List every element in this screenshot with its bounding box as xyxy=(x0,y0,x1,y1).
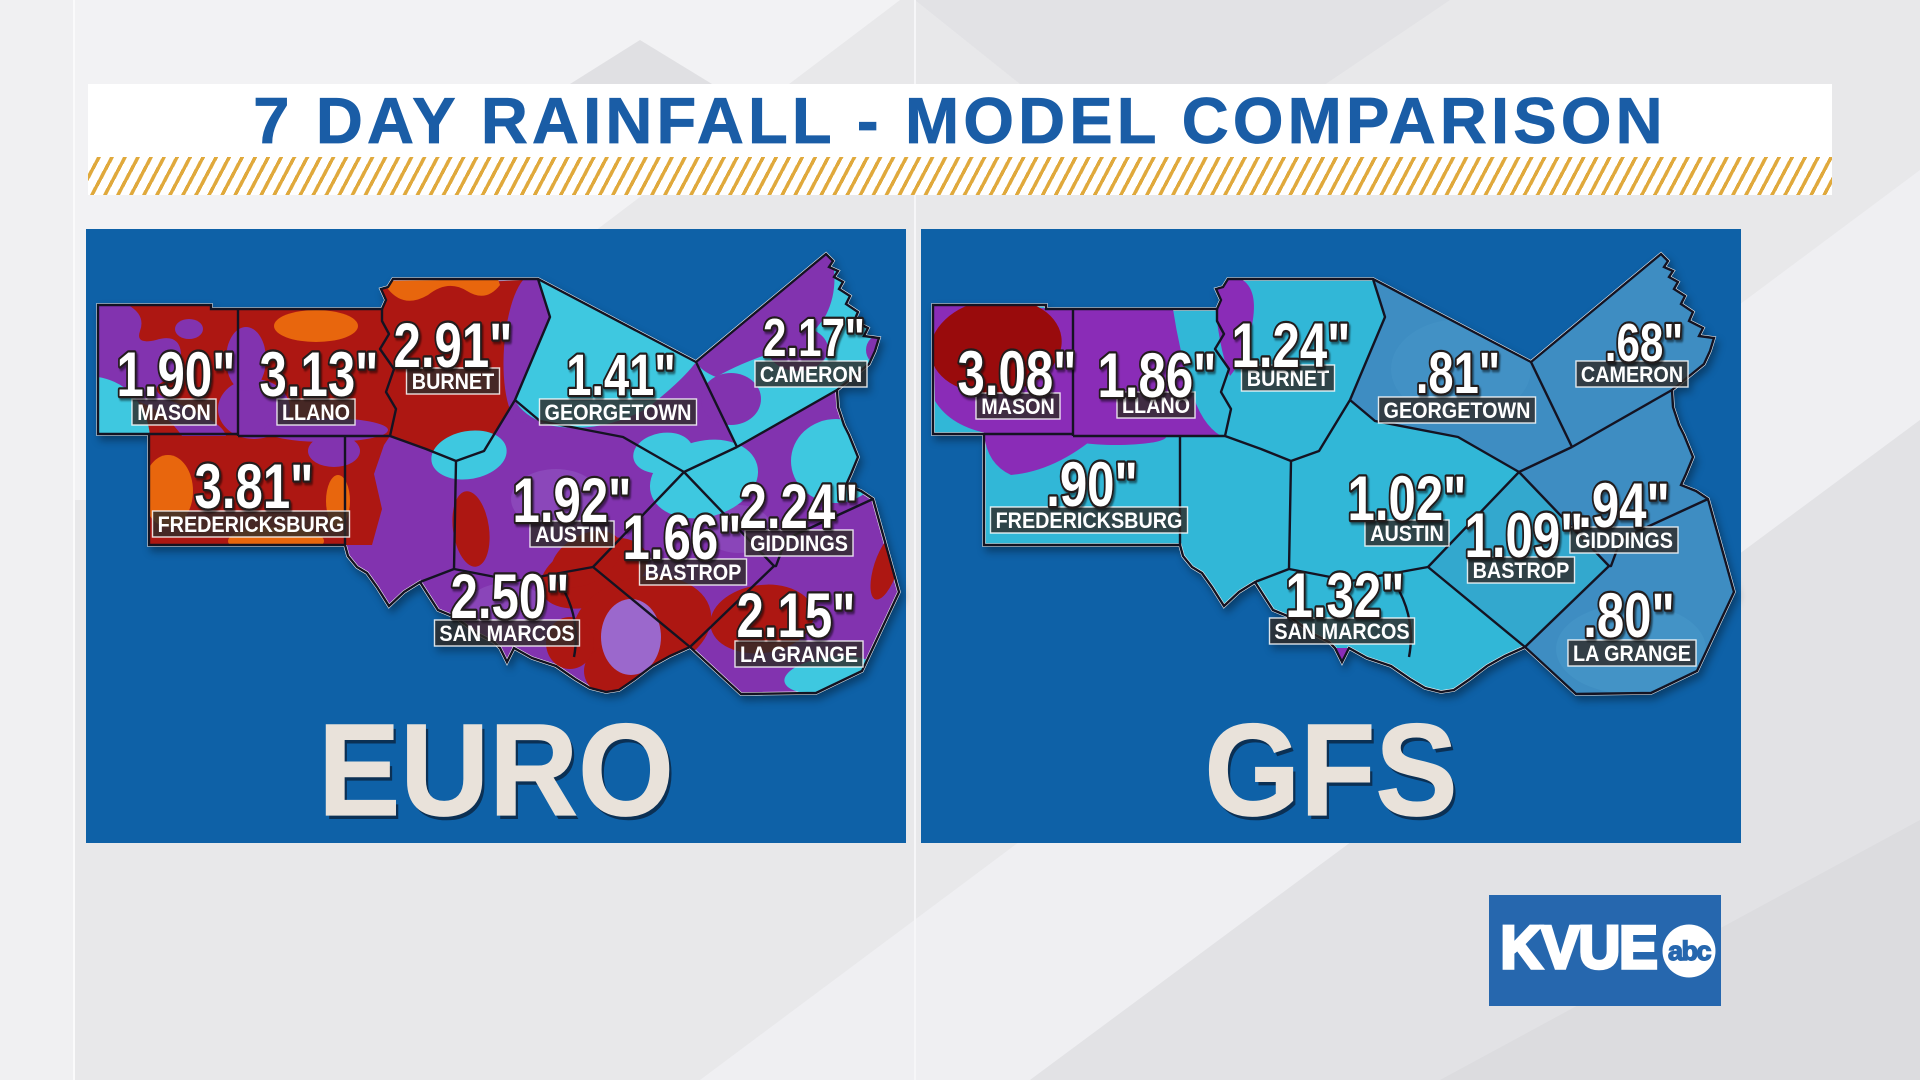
svg-text:CAMERON: CAMERON xyxy=(1581,363,1683,387)
svg-text:.94": .94" xyxy=(1578,470,1670,540)
svg-text:SAN MARCOS: SAN MARCOS xyxy=(1274,620,1409,644)
svg-text:3.81": 3.81" xyxy=(195,451,314,521)
svg-text:abc: abc xyxy=(1668,936,1712,966)
svg-text:GEORGETOWN: GEORGETOWN xyxy=(545,401,692,425)
svg-text:GEORGETOWN: GEORGETOWN xyxy=(1384,399,1531,423)
svg-text:BURNET: BURNET xyxy=(1247,367,1330,391)
svg-text:1.90": 1.90" xyxy=(117,339,236,409)
svg-text:1.32": 1.32" xyxy=(1286,560,1405,630)
svg-text:MASON: MASON xyxy=(981,395,1055,419)
svg-text:1.66": 1.66" xyxy=(623,502,742,572)
svg-text:AUSTIN: AUSTIN xyxy=(1370,522,1444,546)
svg-text:LLANO: LLANO xyxy=(1122,394,1190,418)
svg-text:SAN MARCOS: SAN MARCOS xyxy=(439,622,574,646)
svg-text:KVUE: KVUE xyxy=(1501,915,1657,981)
svg-text:LA GRANGE: LA GRANGE xyxy=(740,643,858,667)
svg-text:.80": .80" xyxy=(1583,580,1675,650)
svg-text:1.92": 1.92" xyxy=(513,465,632,535)
svg-text:1.02": 1.02" xyxy=(1348,463,1467,533)
svg-text:BASTROP: BASTROP xyxy=(1473,559,1570,583)
svg-text:GIDDINGS: GIDDINGS xyxy=(1575,529,1673,553)
svg-text:FREDERICKSBURG: FREDERICKSBURG xyxy=(158,513,345,537)
svg-text:LLANO: LLANO xyxy=(282,401,350,425)
svg-text:2.24": 2.24" xyxy=(740,471,859,541)
svg-text:AUSTIN: AUSTIN xyxy=(535,523,609,547)
svg-text:2.91": 2.91" xyxy=(394,310,513,380)
svg-text:MASON: MASON xyxy=(137,401,211,425)
svg-text:2.50": 2.50" xyxy=(451,561,570,631)
svg-text:FREDERICKSBURG: FREDERICKSBURG xyxy=(996,509,1183,533)
svg-text:LA GRANGE: LA GRANGE xyxy=(1573,642,1691,666)
svg-text:GIDDINGS: GIDDINGS xyxy=(750,532,848,556)
svg-text:3.13": 3.13" xyxy=(260,339,379,409)
svg-text:1.86": 1.86" xyxy=(1098,340,1217,410)
svg-text:CAMERON: CAMERON xyxy=(760,363,862,387)
svg-text:2.17": 2.17" xyxy=(763,308,865,368)
svg-text:.90": .90" xyxy=(1046,449,1138,519)
svg-text:2.15": 2.15" xyxy=(737,580,856,650)
svg-text:.68": .68" xyxy=(1605,313,1683,373)
svg-text:BURNET: BURNET xyxy=(412,370,495,394)
svg-text:1.09": 1.09" xyxy=(1465,500,1584,570)
svg-text:.81": .81" xyxy=(1416,342,1500,407)
svg-text:1.24": 1.24" xyxy=(1232,310,1351,380)
svg-text:1.41": 1.41" xyxy=(566,344,675,409)
svg-text:BASTROP: BASTROP xyxy=(645,561,742,585)
svg-text:3.08": 3.08" xyxy=(958,338,1077,408)
